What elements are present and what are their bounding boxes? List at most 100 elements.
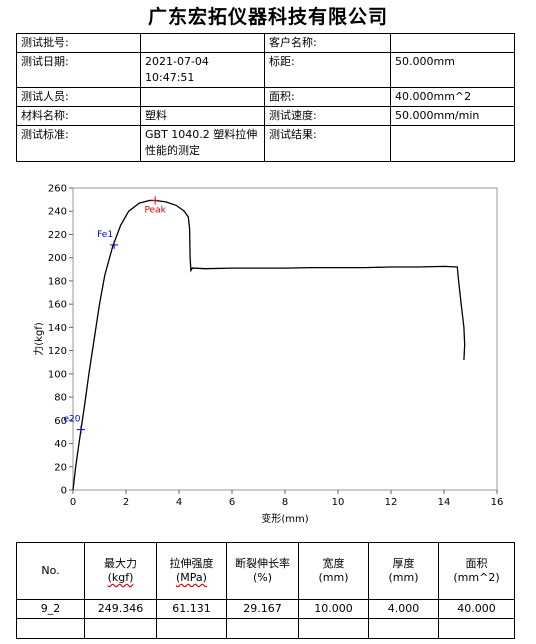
x-tick-label: 4 [176,497,182,508]
test-info-table: 测试批号: 客户名称: 测试日期: 2021-07-04 10:47:51 标距… [16,33,515,162]
force-curve-line [72,199,466,491]
empty-cell [438,618,515,639]
speed-label: 测试速度: [264,106,391,126]
y-tick-label: 60 [54,416,67,427]
area-label: 面积: [264,87,391,107]
company-title: 广东宏拓仪器科技有限公司 [147,6,388,28]
header-width: 宽度 (mm) [298,542,369,600]
header-tensile-name: 拉伸强度 [169,557,214,570]
speed-value: 50.000mm/min [390,106,515,126]
operator-value [140,87,265,107]
y-axis-ticks: 0 20 40 60 80 100 120 140 160 180 200 220 240 260 [48,184,73,497]
y-axis-label: 力(kgf) [32,322,45,356]
header-area-unit: (mm^2) [453,571,500,584]
empty-cell [84,618,157,639]
curve-markers: e20 Fe1 Peak [63,196,167,434]
y-tick-label: 100 [48,369,67,380]
x-tick-label: 2 [123,497,129,508]
info-row-batch: 测试批号: 客户名称: [16,33,515,53]
info-row-material: 材料名称: 塑料 测试速度: 50.000mm/min [16,106,515,126]
standard-value: GBT 1040.2 塑料拉伸性能的测定 [140,125,265,162]
y-tick-label: 220 [48,230,67,241]
results-data-row: 9_2 249.346 61.131 29.167 10.000 4.000 4… [16,599,515,619]
info-row-standard: 测试标准: GBT 1040.2 塑料拉伸性能的测定 测试结果: [16,125,515,162]
x-tick-label: 0 [70,497,76,508]
customer-value [390,33,515,53]
header-width-unit: (mm) [318,571,349,584]
customer-label: 客户名称: [264,33,391,53]
empty-cell [156,618,227,639]
info-row-operator: 测试人员: 面积: 40.000mm^2 [16,87,515,107]
y-tick-label: 160 [48,300,67,311]
y-tick-label: 20 [54,462,67,473]
row-no: 9_2 [16,599,85,619]
y-tick-label: 40 [54,439,67,450]
header-no: No. [16,542,85,600]
header-area-name: 面积 [465,557,488,570]
row-thickness: 4.000 [368,599,439,619]
batch-label: 测试批号: [16,33,141,53]
header-width-name: 宽度 [322,557,345,570]
empty-cell [298,618,369,639]
area-value: 40.000mm^2 [390,87,515,107]
header-area: 面积 (mm^2) [438,542,515,600]
x-axis-label: 变形(mm) [261,512,308,525]
batch-value [140,33,265,53]
x-tick-label: 10 [332,497,345,508]
header-tensile-unit: (MPa) [176,571,207,584]
time-value: 10:47:51 [145,71,195,84]
row-break: 29.167 [226,599,299,619]
header-thickness: 厚度 (mm) [368,542,439,600]
date-label: 测试日期: [16,52,141,88]
header-break-name: 断裂伸长率 [235,557,290,570]
row-width: 10.000 [298,599,369,619]
empty-cell [368,618,439,639]
header-thickness-name: 厚度 [392,557,415,570]
y-tick-label: 0 [61,486,67,497]
marker-label: Fe1 [97,230,113,240]
header-break-unit: (%) [252,571,273,584]
header-break: 断裂伸长率 (%) [226,542,299,600]
empty-cell [226,618,299,639]
x-tick-label: 6 [229,497,235,508]
info-row-date: 测试日期: 2021-07-04 10:47:51 标距: 50.000mm [16,52,515,88]
standard-label: 测试标准: [16,125,141,162]
results-empty-row [16,618,515,639]
x-tick-label: 12 [385,497,398,508]
y-tick-label: 80 [54,393,67,404]
row-max-force: 249.346 [84,599,157,619]
x-tick-label: 14 [438,497,451,508]
empty-cell [16,618,85,639]
x-tick-label: 8 [282,497,288,508]
x-tick-label: 16 [491,497,504,508]
marker-label: Peak [144,205,166,215]
y-tick-label: 200 [48,253,67,264]
operator-label: 测试人员: [16,87,141,107]
row-area: 40.000 [438,599,515,619]
x-axis-ticks: 0 2 4 6 8 10 12 14 16 [70,490,504,508]
gauge-label: 标距: [264,52,391,88]
results-header-row: No. 最大力 (kgf) 拉伸强度 (MPa) 断裂伸长率 (%) 宽度 (m… [16,542,515,600]
gauge-value: 50.000mm [390,52,515,88]
marker-label: e20 [63,415,80,425]
plot-frame [72,187,498,491]
date-time-cell: 2021-07-04 10:47:51 [140,52,265,88]
result-value [390,125,515,162]
header-max-force-unit: (kgf) [107,571,134,584]
header-max-force: 最大力 (kgf) [84,542,157,600]
y-tick-label: 240 [48,207,67,218]
header-tensile: 拉伸强度 (MPa) [156,542,227,600]
result-label: 测试结果: [264,125,391,162]
force-deformation-chart: 0 20 40 60 80 100 120 140 160 180 200 220 240 260 0 2 4… [32,184,504,526]
header-max-force-name: 最大力 [104,557,137,570]
material-value: 塑料 [140,106,265,126]
row-tensile: 61.131 [156,599,227,619]
y-tick-label: 140 [48,323,67,334]
header-thickness-unit: (mm) [388,571,419,584]
y-tick-label: 260 [48,184,67,195]
results-table: No. 最大力 (kgf) 拉伸强度 (MPa) 断裂伸长率 (%) 宽度 (m… [16,542,515,639]
material-label: 材料名称: [16,106,141,126]
y-tick-label: 180 [48,276,67,287]
y-tick-label: 120 [48,346,67,357]
date-value: 2021-07-04 [145,55,209,68]
